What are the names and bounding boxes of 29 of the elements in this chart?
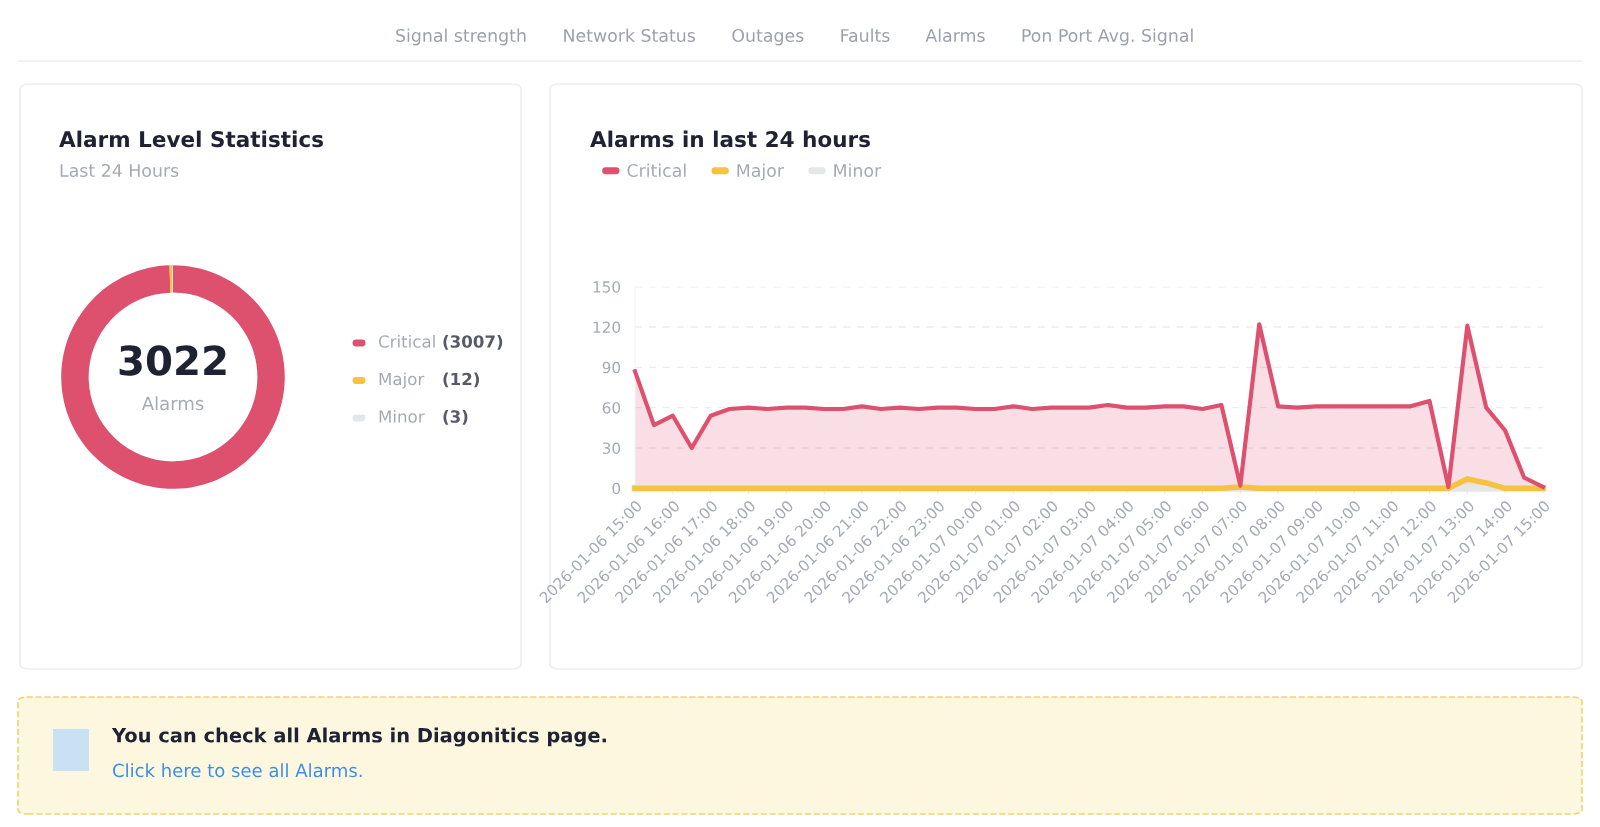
legend-label: Critical [378,334,435,348]
legend-label: Minor [379,409,425,423]
text: Alarms [141,396,204,411]
text: Network Status [564,28,695,43]
text: Outages [732,28,804,46]
text: You can check all Alarms in Diagonitics page. [111,727,606,747]
text: Faults [841,28,890,43]
chart-subtitle: Last 24 Hours [60,163,179,178]
text: Alarms [925,28,985,43]
legend-label: Major [379,372,425,389]
data-label: (12) [443,372,479,388]
text: Pon Port Avg. Signal [1022,28,1193,46]
y-tick-label: 0 [612,482,621,495]
data-label: (3007) [443,334,503,350]
text: Click here to see all Alarms. [113,763,362,778]
text: Signal strength [396,28,526,46]
donut-slice [61,265,285,489]
y-tick-label: 60 [602,402,621,414]
legend-label: Minor [834,163,882,178]
y-tick-label: 120 [593,321,621,334]
y-tick-label: 30 [602,442,621,454]
text: 3022 [119,345,226,376]
chart-title: Alarm Level Statistics [59,130,323,148]
y-tick-label: 150 [593,281,621,293]
data-label: (3) [443,409,468,425]
chart-title: Alarms in last 24 hours [590,130,870,148]
y-tick-label: 90 [602,361,621,374]
legend-label: Critical [627,163,686,178]
legend-label: Major [737,163,784,181]
